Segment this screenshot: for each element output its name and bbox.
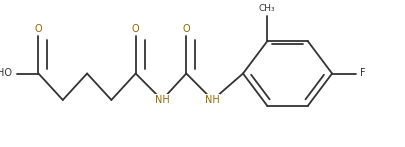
Text: CH₃: CH₃ [259, 4, 276, 13]
Text: O: O [183, 24, 190, 34]
Text: HO: HO [0, 69, 12, 78]
Text: F: F [360, 69, 366, 78]
Text: O: O [35, 24, 42, 34]
Text: O: O [132, 24, 139, 34]
Text: NH: NH [205, 95, 220, 105]
Text: NH: NH [155, 95, 169, 105]
